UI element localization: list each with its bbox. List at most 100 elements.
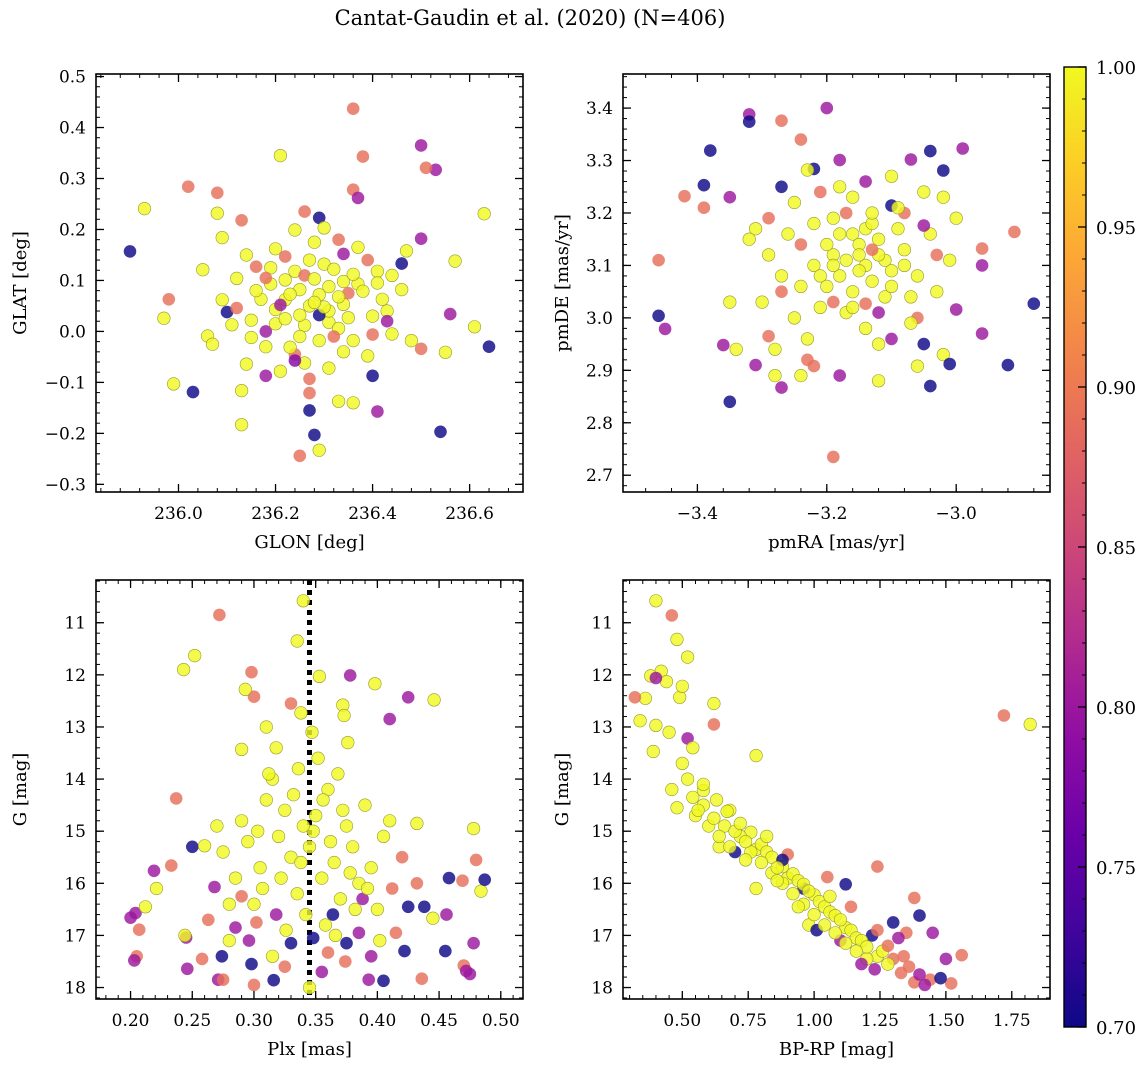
data-point — [312, 669, 327, 684]
x-tick-label: 0.50 — [482, 1011, 520, 1031]
data-point — [395, 283, 409, 297]
x-tick-label: 1.00 — [795, 1011, 833, 1031]
colorbar-tick-label: 0.95 — [1096, 218, 1136, 239]
data-point — [307, 272, 322, 286]
data-point — [312, 211, 326, 225]
data-point — [220, 305, 234, 319]
data-point — [293, 308, 307, 322]
data-point — [351, 240, 365, 254]
data-point — [733, 816, 747, 831]
y-tick-label: 14 — [64, 770, 86, 790]
colorbar-tick-label: 0.75 — [1096, 858, 1136, 879]
x-tick-label: 236.4 — [348, 504, 397, 524]
data-point — [225, 318, 239, 332]
data-point — [302, 253, 317, 267]
data-point — [448, 254, 462, 268]
data-point — [269, 908, 283, 921]
data-point — [332, 290, 346, 304]
y-tick-label: 17 — [64, 926, 86, 946]
data-point — [800, 163, 815, 177]
data-point — [709, 793, 724, 807]
data-point — [268, 242, 283, 256]
data-point — [259, 793, 273, 807]
data-point — [328, 928, 343, 943]
data-point — [307, 235, 322, 249]
data-point — [377, 974, 390, 988]
data-point — [723, 295, 737, 309]
data-point — [859, 297, 872, 311]
data-point — [211, 186, 224, 200]
data-point — [299, 907, 313, 922]
y-tick-label: 3.2 — [586, 204, 613, 224]
data-point — [395, 850, 409, 864]
data-point — [478, 873, 492, 886]
data-point — [362, 973, 376, 986]
data-point — [247, 978, 261, 992]
data-point — [717, 338, 730, 352]
axes-frame — [95, 73, 524, 493]
data-point — [775, 381, 788, 394]
data-point — [288, 223, 302, 237]
data-point — [418, 900, 431, 914]
data-point — [419, 161, 433, 175]
data-point — [474, 884, 488, 898]
data-point — [132, 923, 146, 936]
data-point — [833, 180, 847, 194]
data-point — [723, 840, 737, 854]
data-point — [366, 328, 379, 341]
data-point — [385, 268, 399, 283]
data-point — [886, 916, 900, 929]
data-point — [924, 144, 937, 158]
data-point — [839, 936, 853, 950]
data-point — [723, 395, 737, 409]
data-point — [239, 248, 253, 262]
data-point — [833, 153, 846, 167]
data-point — [337, 708, 351, 723]
x-tick-label: 0.35 — [297, 1011, 335, 1031]
data-point — [800, 332, 815, 346]
data-point — [686, 790, 700, 804]
data-point — [215, 293, 229, 307]
data-point — [361, 253, 375, 267]
y-axis-label: G [mag] — [10, 753, 31, 826]
data-point — [696, 777, 711, 791]
data-point — [794, 279, 808, 294]
data-point — [202, 913, 215, 927]
data-point — [707, 811, 721, 825]
y-tick-label: −0.2 — [45, 424, 86, 444]
data-point — [157, 311, 171, 325]
y-tick-label: 11 — [64, 614, 86, 634]
y-tick-label: 3.3 — [586, 152, 613, 172]
data-point — [229, 921, 242, 934]
x-tick-label: −3.4 — [677, 504, 718, 524]
data-point — [341, 735, 355, 750]
data-point — [649, 671, 663, 685]
data-point — [846, 285, 860, 299]
data-point — [975, 259, 989, 272]
data-point — [673, 690, 687, 704]
data-point — [253, 861, 267, 875]
data-point — [884, 264, 899, 278]
y-tick-label: 3.1 — [586, 256, 613, 276]
data-point — [665, 782, 679, 797]
data-point — [791, 900, 805, 914]
data-point — [336, 274, 351, 289]
data-point — [308, 428, 321, 442]
panel-pmra-pmde: −3.4 −3.2 −3.0 2.7 2.8 2.9 3.0 3.1 3.2 3.3 3.4 pmRA… — [552, 73, 1051, 553]
data-point — [904, 153, 918, 166]
data-point — [235, 742, 249, 757]
data-point — [872, 306, 885, 319]
data-point — [315, 871, 329, 885]
data-point — [827, 295, 840, 309]
data-point — [346, 267, 360, 281]
data-point — [943, 253, 957, 267]
data-point — [787, 311, 802, 325]
y-tick-label: 2.9 — [586, 361, 613, 381]
data-point — [259, 271, 273, 285]
data-point — [336, 345, 351, 359]
data-point — [670, 632, 684, 647]
data-point — [318, 918, 333, 932]
data-point — [230, 301, 243, 315]
y-tick-label: 18 — [591, 979, 613, 999]
colorbar-tick-label: 0.90 — [1096, 378, 1136, 399]
